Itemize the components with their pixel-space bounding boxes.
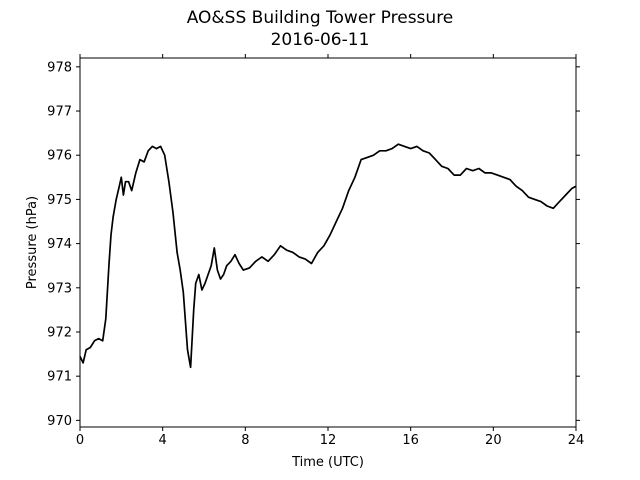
y-tick-label: 971 — [47, 370, 72, 385]
plot-frame — [79, 57, 577, 428]
y-tick-label: 977 — [47, 105, 72, 120]
x-tick-label: 24 — [568, 433, 585, 448]
y-tick-label: 972 — [47, 325, 72, 340]
y-tick-label: 976 — [47, 149, 72, 164]
x-tick-label: 12 — [320, 433, 337, 448]
x-axis-label: Time (UTC) — [291, 455, 364, 470]
x-tick-label: 8 — [241, 433, 249, 448]
chart-title: AO&SS Building Tower Pressure — [186, 8, 454, 28]
x-tick-label: 4 — [159, 433, 167, 448]
chart-subtitle: 2016-06-11 — [270, 30, 370, 50]
axis-ticks: 0 4 8 12 16 20 24 970 971 972 973 974 975 976 977 978 — [47, 54, 584, 448]
y-axis-label: Pressure (hPa) — [25, 196, 40, 289]
y-tick-label: 975 — [47, 193, 72, 208]
y-tick-label: 974 — [47, 237, 72, 252]
y-tick-label: 978 — [47, 60, 72, 75]
x-tick-label: 20 — [485, 433, 502, 448]
y-tick-label: 973 — [47, 281, 72, 296]
x-tick-label: 0 — [76, 433, 84, 448]
pressure-series-line — [79, 143, 577, 369]
x-tick-label: 16 — [402, 433, 419, 448]
y-tick-label: 970 — [47, 414, 72, 429]
